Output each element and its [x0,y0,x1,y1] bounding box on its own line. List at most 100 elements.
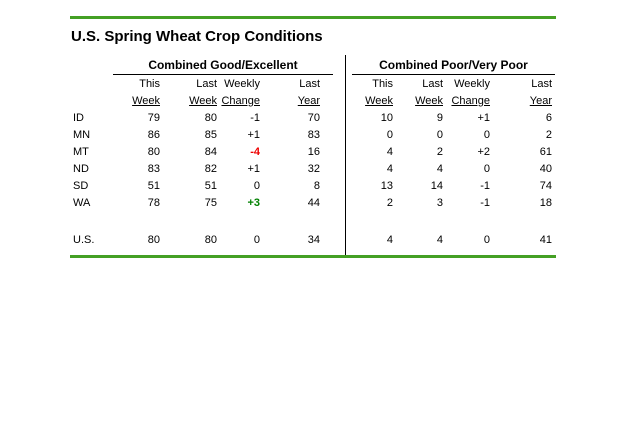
spacer-cell [70,212,320,232]
value-cell: -1 [480,180,490,192]
column-header: Last [422,78,443,90]
table-row: 13 14 -1 74 [352,178,552,195]
value-cell: 8 [313,180,320,192]
value-cell: -1 [250,112,260,124]
value-cell: 4 [386,234,393,246]
column-header: Weekly [454,78,490,90]
column-header-label: Year [529,95,552,107]
value-cell: 0 [253,234,260,246]
table-row: SD 51 51 0 8 [70,178,320,195]
column-header-row-2: Week Week Change Year [352,93,552,110]
table-row: MT 80 84 -4 16 [70,144,320,161]
empty-header-cell [70,76,118,93]
column-header-label: Change [451,95,490,107]
value-cell: 0 [436,129,443,141]
column-header: Change [217,93,260,110]
value-cell: 4 [436,234,443,246]
value-cell: 40 [539,163,552,175]
value-cell: 61 [539,146,552,158]
value-cell: 16 [307,146,320,158]
value-cell: 70 [307,112,320,124]
value-cell: 34 [307,234,320,246]
column-header-label: Year [297,95,320,107]
value-cell: 51 [204,180,217,192]
column-header: This [139,78,160,90]
table-row: ND 83 82 +1 32 [70,161,320,178]
value-cell: 78 [147,197,160,209]
table-row: 10 9 +1 6 [352,110,552,127]
good-excellent-table: This Last Weekly Last Week Week Change Y… [70,76,320,249]
value-cell: 82 [204,163,217,175]
row-label: ND [73,163,89,175]
column-header: Week [393,93,443,110]
row-label: MN [73,129,91,141]
column-header: Change [443,93,490,110]
value-cell: +1 [247,129,260,141]
spacer-row [352,212,552,232]
column-header-label: Change [221,95,260,107]
table-row: 4 2 +2 61 [352,144,552,161]
value-cell: 4 [386,146,393,158]
column-header-label: Week [189,95,217,107]
value-cell: 80 [147,234,160,246]
value-cell: 9 [436,112,443,124]
poor-very-poor-table: This Last Weekly Last Week Week Change Y… [352,76,552,249]
value-cell: +1 [477,112,490,124]
value-cell: 75 [204,197,217,209]
column-header-label: Week [415,95,443,107]
empty-header-cell [70,93,118,110]
column-header-row-1: This Last Weekly Last [352,76,552,93]
value-cell: 85 [204,129,217,141]
value-cell: 0 [483,129,490,141]
value-cell: 0 [253,180,260,192]
value-cell: 83 [307,129,320,141]
column-header: Last [531,78,552,90]
value-cell: 2 [436,146,443,158]
value-cell: 84 [204,146,217,158]
column-header-row-2: Week Week Change Year [70,93,320,110]
value-cell: 6 [545,112,552,124]
value-cell: 4 [436,163,443,175]
value-cell: 79 [147,112,160,124]
value-cell: 18 [539,197,552,209]
column-header-label: Week [132,95,160,107]
table-row: 2 3 -1 18 [352,195,552,212]
value-cell: 80 [204,112,217,124]
value-cell: 32 [307,163,320,175]
column-header: Week [118,93,160,110]
page-title: U.S. Spring Wheat Crop Conditions [71,28,323,45]
column-header: Weekly [224,78,260,90]
value-cell: 44 [307,197,320,209]
table-row: WA 78 75 +3 44 [70,195,320,212]
value-cell: 2 [386,197,393,209]
value-cell: +3 [247,197,260,209]
spacer-row [70,212,320,232]
spacer-cell [352,212,552,232]
table-row: 4 4 0 40 [352,161,552,178]
row-label: U.S. [73,234,95,246]
row-label: WA [73,197,91,209]
column-header: This [372,78,393,90]
column-header-row-1: This Last Weekly Last [70,76,320,93]
value-cell: 0 [483,234,490,246]
value-cell: 4 [386,163,393,175]
poor-very-poor-tbody: 10 9 +1 6 0 0 0 2 4 2 +2 61 4 4 0 40 13 14 -1 74 2 3 -1 18 4 4 0 41 [352,110,552,249]
table-row: U.S. 80 80 0 34 [70,232,320,249]
value-cell: 51 [147,180,160,192]
column-header-label: Week [365,95,393,107]
table-row: MN 86 85 +1 83 [70,127,320,144]
value-cell: 86 [147,129,160,141]
table-row: 4 4 0 41 [352,232,552,249]
value-cell: 10 [380,112,393,124]
bottom-green-rule [70,255,556,258]
value-cell: +1 [247,163,260,175]
column-header: Week [352,93,393,110]
column-header: Last [299,78,320,90]
value-cell: 0 [386,129,393,141]
value-cell: -4 [250,146,260,158]
value-cell: 83 [147,163,160,175]
value-cell: 80 [147,146,160,158]
row-label: SD [73,180,89,192]
table-row: ID 79 80 -1 70 [70,110,320,127]
